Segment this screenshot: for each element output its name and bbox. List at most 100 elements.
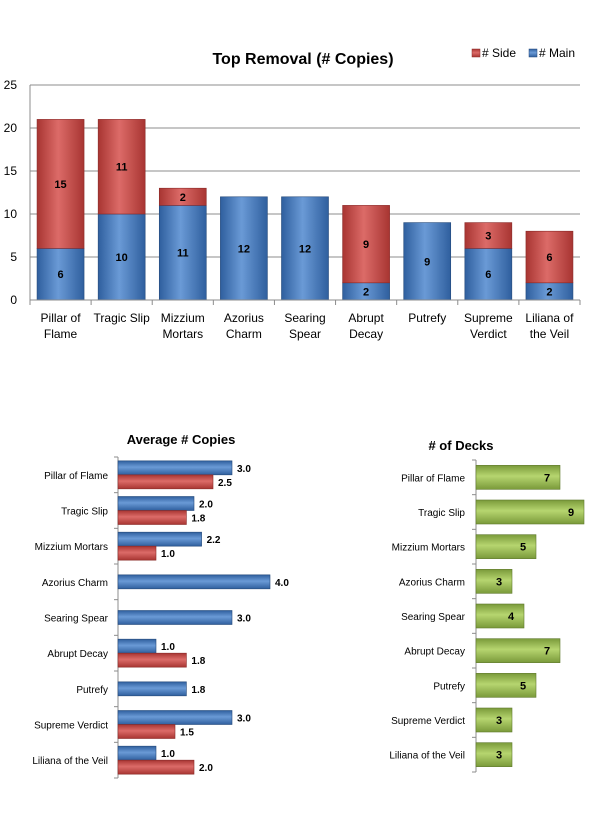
chart3-title: # of Decks [428,438,493,453]
chart1-x-axis: Pillar of Flame Tragic Slip Mizzium Mortars A… [29,299,581,341]
bar-avg-main [117,681,187,697]
legend-label-main: # Main [539,46,575,60]
data-label-decks: 3 [496,576,502,588]
data-label-avg-main: 1.0 [161,749,175,760]
legend-swatch-main [528,48,538,58]
bar-decks [475,603,525,629]
data-label-avg-main: 3.0 [237,464,251,475]
data-label-side: 3 [485,231,491,243]
category-label: Supreme Verdict [34,721,108,732]
bar-decks [475,638,561,663]
bar-main [220,196,268,301]
chart1-bars: 15 6 11 10 2 11 12 12 9 2 9 3 6 6 2 [36,119,574,301]
bar-side [342,205,390,284]
y-tick-label: 0 [10,293,17,307]
bar-main [97,213,146,301]
bar-avg-main [117,531,202,547]
chart3-plot: 7 Pillar of Flame 9 Tragic Slip 5 Mizzium Mor… [389,459,585,773]
bar-decks [475,742,513,767]
x-tick-label: Tragic Slip [94,311,151,325]
data-label-main: 12 [238,243,250,255]
bar-avg-side [117,724,176,739]
bar-avg-side [117,510,187,525]
category-label: Tragic Slip [61,507,108,518]
data-label-side: 11 [116,162,128,174]
bar-side [158,187,207,206]
category-label: Putrefy [433,681,465,692]
bar-main [403,222,452,301]
bar-avg-side [117,652,187,668]
bar-main [158,205,207,301]
category-label: Pillar of Flame [401,473,465,484]
bar-avg-side [117,474,214,490]
chart2-title: Average # Copies [127,432,236,447]
data-label-avg-main: 4.0 [275,578,289,589]
chart2-plot: 3.0 2.5 Pillar of Flame 2.0 1.8 Tragic Slip 2.… [32,456,289,779]
data-label-main: 2 [363,286,369,298]
x-tick-label: Searing Spear [284,311,325,341]
data-label-decks: 5 [520,542,526,554]
category-label: Liliana of the Veil [32,756,108,767]
data-label-main: 12 [299,243,311,255]
y-tick-label: 20 [4,121,18,135]
data-label-avg-side: 1.5 [180,728,194,739]
legend-swatch-side [471,48,481,58]
legend-label-side: # Side [482,46,516,60]
data-label-avg-main: 1.0 [161,642,175,653]
y-tick-label: 25 [4,78,18,92]
category-label: Searing Spear [44,614,109,625]
bar-avg-main [117,496,195,511]
bar-side [525,230,574,284]
bar-decks [475,465,561,490]
bar-main [281,196,329,301]
data-label-main: 6 [57,269,63,281]
bar-decks [475,569,513,594]
chart1-title: Top Removal (# Copies) [212,51,393,68]
data-label-side: 9 [363,239,369,251]
bar-main [464,248,513,301]
data-label-main: 10 [116,252,128,264]
category-label: Abrupt Decay [47,649,108,660]
x-tick-label: Supreme Verdict [464,311,513,341]
data-label-decks: 5 [520,680,526,692]
category-label: Abrupt Decay [404,647,465,658]
category-label: Supreme Verdict [391,716,465,727]
bar-avg-main [117,745,157,761]
data-label-decks: 9 [568,507,574,519]
bar-side [464,222,513,249]
category-label: Pillar of Flame [44,471,108,482]
data-label-avg-side: 1.8 [191,656,205,667]
data-label-decks: 3 [496,750,502,762]
bar-avg-main [117,610,233,625]
y-tick-label: 5 [10,250,17,264]
x-tick-label: Abrupt Decay [348,311,384,341]
bar-avg-main [117,460,233,476]
data-label-avg-side: 2.0 [199,763,213,774]
y-tick-label: 10 [4,207,18,221]
bar-decks [475,673,537,698]
data-label-side: 6 [546,252,552,264]
data-label-main: 11 [177,248,189,260]
data-label-avg-side: 1.0 [161,549,175,560]
x-tick-label: Liliana of the Veil [525,311,574,341]
data-label-avg-side: 2.5 [218,478,232,489]
category-label: Liliana of the Veil [389,751,465,762]
bar-avg-main [117,638,157,654]
chart1-legend: # Side # Main [471,46,575,60]
bar-avg-main [117,574,271,590]
data-label-decks: 4 [508,611,515,623]
bar-side [97,119,146,215]
data-label-main: 6 [485,269,491,281]
data-label-main: 2 [546,286,552,298]
category-label: Azorius Charm [42,578,108,589]
data-label-decks: 3 [496,715,502,727]
category-label: Mizzium Mortars [35,542,108,553]
category-label: Tragic Slip [418,508,465,519]
category-label: Mizzium Mortars [392,543,465,554]
data-label-avg-main: 2.0 [199,500,213,511]
bar-decks [475,534,537,559]
data-label-avg-main: 2.2 [207,535,221,546]
bar-avg-side [117,545,157,561]
data-label-avg-main: 1.8 [191,685,205,696]
